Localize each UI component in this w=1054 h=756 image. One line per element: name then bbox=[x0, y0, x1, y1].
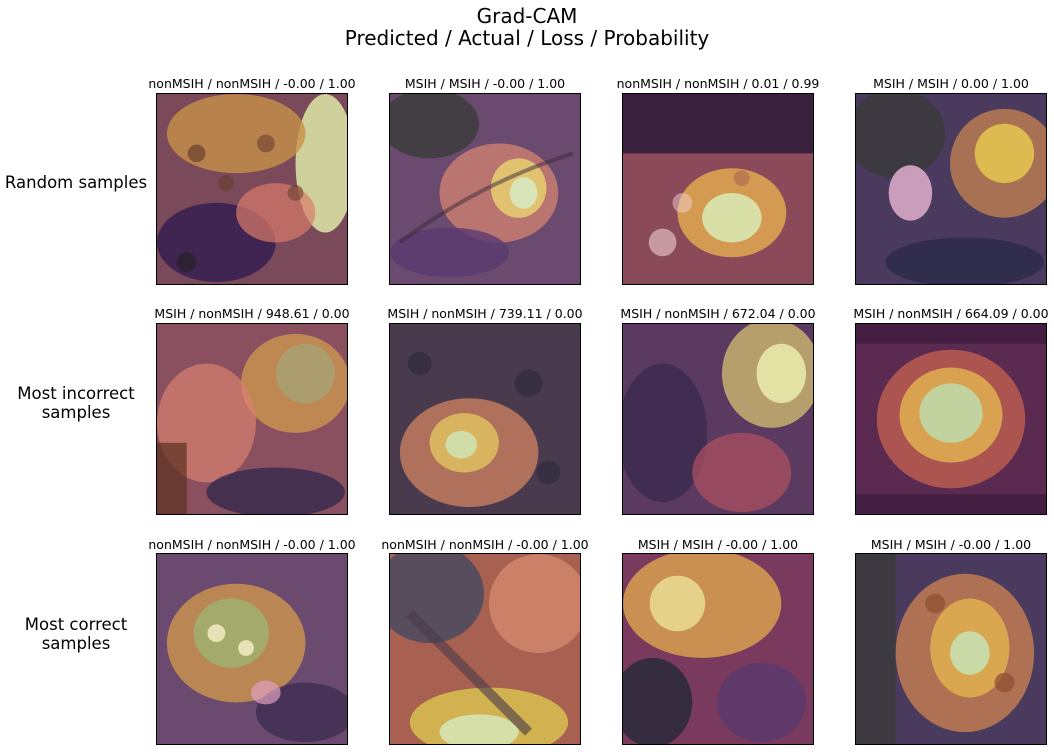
row-label-most-correct: Most correct samples bbox=[0, 615, 152, 653]
sample-caption: MSIH / nonMSIH / 948.61 / 0.00 bbox=[154, 306, 350, 321]
gradcam-image bbox=[156, 93, 348, 285]
sample-caption: nonMSIH / nonMSIH / -0.00 / 1.00 bbox=[381, 537, 589, 552]
gradcam-image bbox=[156, 323, 348, 515]
row-label-most-incorrect-text: Most incorrect samples bbox=[17, 384, 135, 422]
gradcam-image bbox=[389, 93, 581, 285]
gradcam-image bbox=[389, 323, 581, 515]
sample-caption: MSIH / MSIH / -0.00 / 1.00 bbox=[404, 76, 566, 91]
gradcam-image bbox=[389, 553, 581, 745]
gradcam-image bbox=[622, 93, 814, 285]
gradcam-image bbox=[855, 553, 1047, 745]
row-label-most-correct-text: Most correct samples bbox=[24, 615, 128, 653]
sample-caption: MSIH / MSIH / -0.00 / 1.00 bbox=[637, 537, 799, 552]
gradcam-image bbox=[855, 93, 1047, 285]
gradcam-image bbox=[622, 553, 814, 745]
sample-caption: MSIH / nonMSIH / 664.09 / 0.00 bbox=[853, 306, 1049, 321]
figure-title: Grad-CAM bbox=[476, 4, 578, 28]
sample-caption: nonMSIH / nonMSIH / 0.01 / 0.99 bbox=[616, 76, 820, 91]
sample-caption: MSIH / MSIH / 0.00 / 1.00 bbox=[873, 76, 1029, 91]
sample-caption: MSIH / MSIH / -0.00 / 1.00 bbox=[870, 537, 1032, 552]
figure-subtitle: Predicted / Actual / Loss / Probability bbox=[344, 26, 710, 50]
gradcam-image bbox=[855, 323, 1047, 515]
sample-caption: nonMSIH / nonMSIH / -0.00 / 1.00 bbox=[148, 537, 356, 552]
sample-caption: nonMSIH / nonMSIH / -0.00 / 1.00 bbox=[148, 76, 356, 91]
gradcam-image bbox=[156, 553, 348, 745]
row-label-random-text: Random samples bbox=[4, 173, 148, 192]
row-label-most-incorrect: Most incorrect samples bbox=[0, 384, 152, 422]
row-label-random: Random samples bbox=[0, 173, 152, 192]
sample-caption: MSIH / nonMSIH / 672.04 / 0.00 bbox=[620, 306, 816, 321]
gradcam-image bbox=[622, 323, 814, 515]
sample-caption: MSIH / nonMSIH / 739.11 / 0.00 bbox=[387, 306, 583, 321]
